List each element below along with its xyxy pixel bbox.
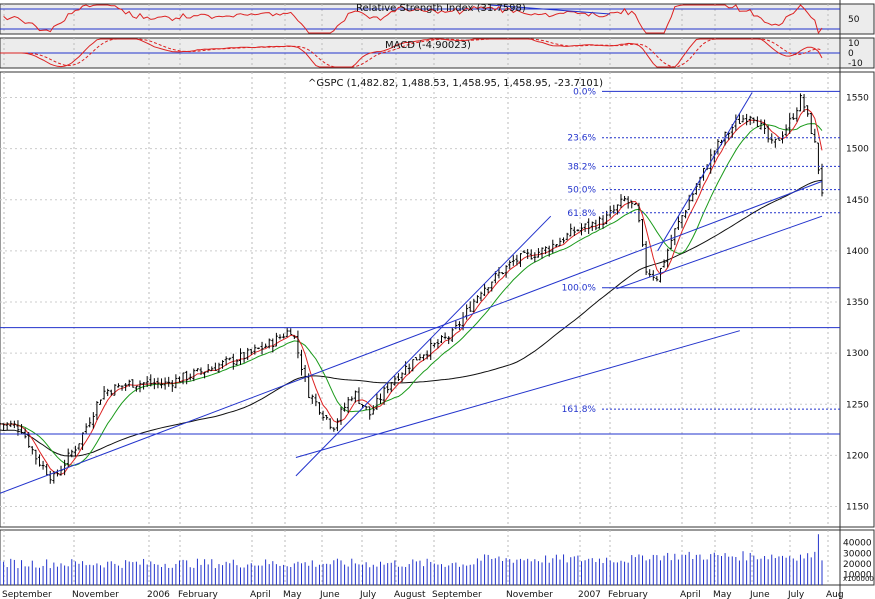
volume-tick-label: 20000 <box>843 560 872 570</box>
trendline <box>0 180 823 494</box>
x-tick-label: Aug <box>826 590 844 599</box>
fibonacci-level-label: 50.0% <box>567 186 596 196</box>
x-tick-label: September <box>2 590 52 599</box>
fibonacci-level-label: 161.8% <box>562 405 597 415</box>
x-tick-label: February <box>608 590 649 599</box>
x-tick-label: 2007 <box>578 590 601 599</box>
price-tick-label: 1500 <box>846 145 869 155</box>
panel-frame <box>0 71 875 528</box>
volume-panel <box>0 534 823 585</box>
volume-tick-label: 30000 <box>843 549 872 559</box>
macd-tick-label: 0 <box>848 49 854 59</box>
fibonacci-level-label: 38.2% <box>567 162 596 172</box>
price-tick-label: 1150 <box>846 503 869 513</box>
price-tick-label: 1200 <box>846 451 869 461</box>
x-tick-label: July <box>787 590 805 599</box>
rsi-label: Relative Strength Index (31.7598) <box>356 3 526 14</box>
moving-average-medium <box>0 123 823 466</box>
volume-tick-label: 10000 <box>843 570 872 580</box>
fibonacci-level-label: 23.6% <box>567 134 596 144</box>
price-tick-label: 1550 <box>846 94 869 104</box>
x-tick-label: September <box>432 590 482 599</box>
x-tick-label: August <box>394 590 426 599</box>
price-tick-label: 1300 <box>846 349 869 359</box>
fibonacci-level-label: 61.8% <box>567 209 596 219</box>
rsi-panel <box>0 4 840 35</box>
rsi-tick-label: 50 <box>848 15 860 25</box>
trendline <box>657 92 753 252</box>
x-tick-label: November <box>72 590 119 599</box>
axes: September November 2006 February April May Jun… <box>2 15 872 599</box>
macd-panel <box>0 38 840 68</box>
trendline <box>616 215 823 290</box>
x-tick-label: June <box>749 590 770 599</box>
price-tick-label: 1400 <box>846 247 869 257</box>
volume-unit-label: x100000 <box>843 575 874 583</box>
price-tick-label: 1450 <box>846 196 869 206</box>
x-tick-label: June <box>319 590 340 599</box>
macd-tick-label: 10 <box>848 39 860 49</box>
trendline <box>295 330 740 458</box>
chart-title: ^GSPC (1,482.82, 1,488.53, 1,458.95, 1,4… <box>308 78 603 89</box>
moving-average-short <box>0 108 823 476</box>
price-tick-label: 1350 <box>846 298 869 308</box>
rsi-line <box>3 4 823 35</box>
x-tick-label: November <box>506 590 553 599</box>
x-tick-label: May <box>283 590 302 599</box>
fibonacci-level-label: 0.0% <box>573 87 596 97</box>
moving-average-long <box>0 179 823 457</box>
x-tick-label: April <box>250 590 271 599</box>
x-tick-label: 2006 <box>147 590 170 599</box>
price-tick-label: 1250 <box>846 400 869 410</box>
macd-label: MACD (-4.90023) <box>385 40 471 51</box>
rsi-divergence-line <box>489 4 611 15</box>
price-panel: 0.0% 23.6% 38.2% 50.0% 61.8% 100.0% 161.8% <box>0 87 840 508</box>
fibonacci-level-label: 100.0% <box>562 284 597 294</box>
x-tick-label: February <box>178 590 219 599</box>
volume-tick-label: 40000 <box>843 539 872 549</box>
x-tick-label: April <box>680 590 701 599</box>
x-tick-label: July <box>359 590 377 599</box>
x-tick-label: May <box>713 590 732 599</box>
macd-tick-label: -10 <box>848 59 863 69</box>
macd-signal-line <box>0 38 823 68</box>
trendline <box>295 215 552 477</box>
